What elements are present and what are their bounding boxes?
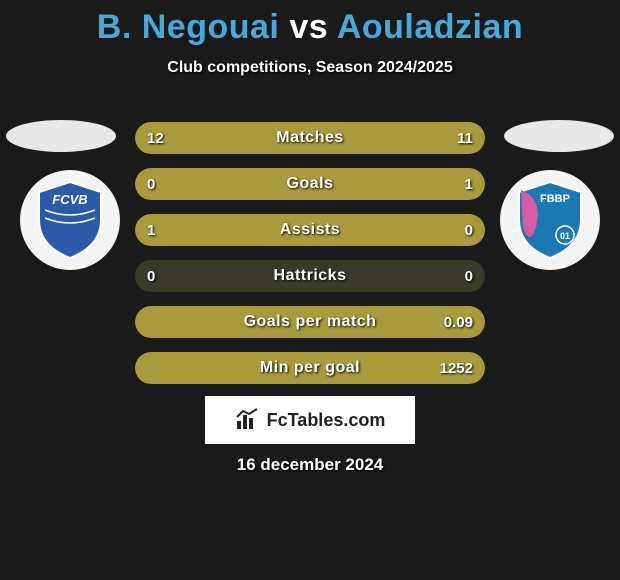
stat-row: Goals per match0.09 bbox=[135, 306, 485, 338]
stat-value-right: 0 bbox=[465, 260, 473, 292]
player2-head-silhouette bbox=[504, 120, 614, 152]
stat-label: Goals bbox=[135, 168, 485, 200]
stat-label: Min per goal bbox=[135, 352, 485, 384]
stat-value-right: 0 bbox=[465, 214, 473, 246]
badge-left-text: FCVB bbox=[52, 192, 87, 207]
player1-club-badge: FCVB bbox=[20, 170, 120, 270]
player2-club-badge: FBBP 01 bbox=[500, 170, 600, 270]
stat-value-right: 11 bbox=[457, 122, 473, 154]
title-vs: vs bbox=[289, 8, 328, 46]
stat-value-right: 0.09 bbox=[444, 306, 473, 338]
comparison-date: 16 december 2024 bbox=[0, 455, 620, 475]
branding-box: FcTables.com bbox=[205, 396, 415, 444]
shield-icon: FBBP 01 bbox=[515, 180, 585, 260]
subtitle: Club competitions, Season 2024/2025 bbox=[0, 59, 620, 77]
branding-text: FcTables.com bbox=[267, 410, 386, 431]
player1-name: B. Negouai bbox=[97, 8, 280, 46]
stat-value-right: 1 bbox=[465, 168, 473, 200]
stat-row: 0Goals1 bbox=[135, 168, 485, 200]
stat-row: Min per goal1252 bbox=[135, 352, 485, 384]
stat-label: Hattricks bbox=[135, 260, 485, 292]
stat-row: 1Assists0 bbox=[135, 214, 485, 246]
stat-row: 12Matches11 bbox=[135, 122, 485, 154]
stats-bars-container: 12Matches110Goals11Assists00Hattricks0Go… bbox=[135, 122, 485, 398]
stat-label: Assists bbox=[135, 214, 485, 246]
chart-icon bbox=[235, 407, 261, 433]
svg-text:01: 01 bbox=[560, 231, 570, 241]
stat-row: 0Hattricks0 bbox=[135, 260, 485, 292]
badge-right-text: FBBP bbox=[540, 193, 570, 205]
player1-head-silhouette bbox=[6, 120, 116, 152]
stat-value-right: 1252 bbox=[440, 352, 473, 384]
stat-label: Matches bbox=[135, 122, 485, 154]
comparison-title: B. Negouai vs Aouladzian bbox=[0, 0, 620, 47]
player2-name: Aouladzian bbox=[337, 8, 523, 46]
shield-icon: FCVB bbox=[35, 180, 105, 260]
stat-label: Goals per match bbox=[135, 306, 485, 338]
